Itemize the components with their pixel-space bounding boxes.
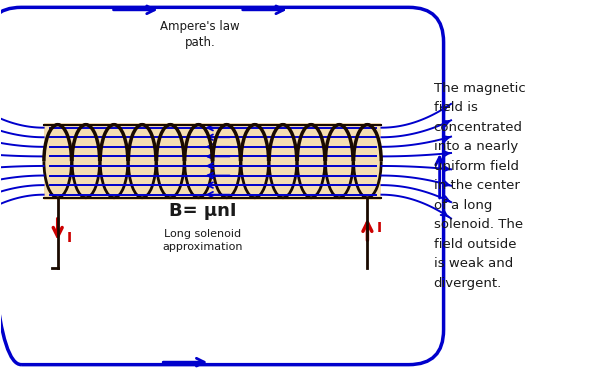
Text: Ampere's law
path.: Ampere's law path. — [161, 20, 240, 49]
Text: The magnetic
field is
concentrated
into a nearly
uniform field
in the center
of : The magnetic field is concentrated into … — [434, 82, 525, 290]
Text: Long solenoid
approximation: Long solenoid approximation — [162, 229, 243, 252]
Text: I: I — [66, 231, 72, 245]
Text: I: I — [376, 221, 382, 235]
Bar — [44, 123, 382, 200]
Text: B= μnI: B= μnI — [169, 202, 237, 220]
